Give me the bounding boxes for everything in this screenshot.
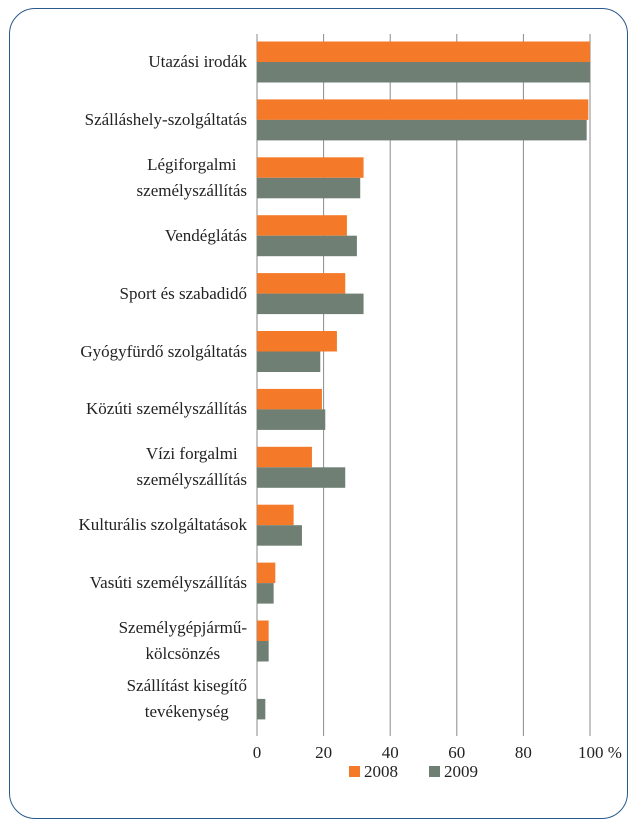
bar [257,620,269,641]
bar [257,409,326,430]
bar [257,388,322,410]
category-label: Kulturális szolgáltatások [78,515,247,535]
bar [257,293,364,315]
bar [257,215,347,236]
x-tick-label: 0 [253,743,262,762]
legend-swatch [349,766,360,777]
category-label: Vendéglátás [164,225,247,245]
category-label: Sport és szabadidő [119,283,247,303]
bar [257,562,276,584]
bar [257,41,590,62]
bar [257,641,269,662]
legend-swatch [429,766,440,777]
bar [257,157,364,178]
category-label: Vasúti személyszállítás [89,573,247,593]
bar [257,99,589,120]
legend-label: 2008 [364,762,398,781]
x-tick-label: 60 [448,743,465,762]
category-label: Légiforgalmi személyszállítás [136,154,247,200]
category-label: Vízi forgalmi személyszállítás [136,444,247,490]
x-tick-label: 100 % [578,743,622,762]
category-label: Személygépjármű- kölcsönzés [118,618,247,663]
legend-label: 2009 [444,762,478,781]
bar [257,446,312,468]
bar [257,273,346,294]
x-tick-label: 20 [315,743,332,762]
bar [257,177,361,199]
bar [257,62,590,83]
category-label: Szállítást kisegítő tevékenység [126,675,247,721]
bar [257,504,294,526]
bar [257,235,357,257]
category-label: Gyógyfürdő szolgáltatás [80,341,247,361]
x-tick-label: 40 [382,743,399,762]
bar [257,119,587,141]
frame [9,8,628,819]
category-label: Közúti személyszállítás [86,399,247,419]
category-label: Szálláshely-szolgáltatás [84,109,247,129]
bar [257,351,321,372]
bar [257,583,274,604]
bar [257,467,346,488]
bar [257,331,337,352]
bar [257,698,266,720]
x-tick-label: 80 [515,743,532,762]
bar [257,525,302,546]
category-label: Utazási irodák [148,52,247,71]
